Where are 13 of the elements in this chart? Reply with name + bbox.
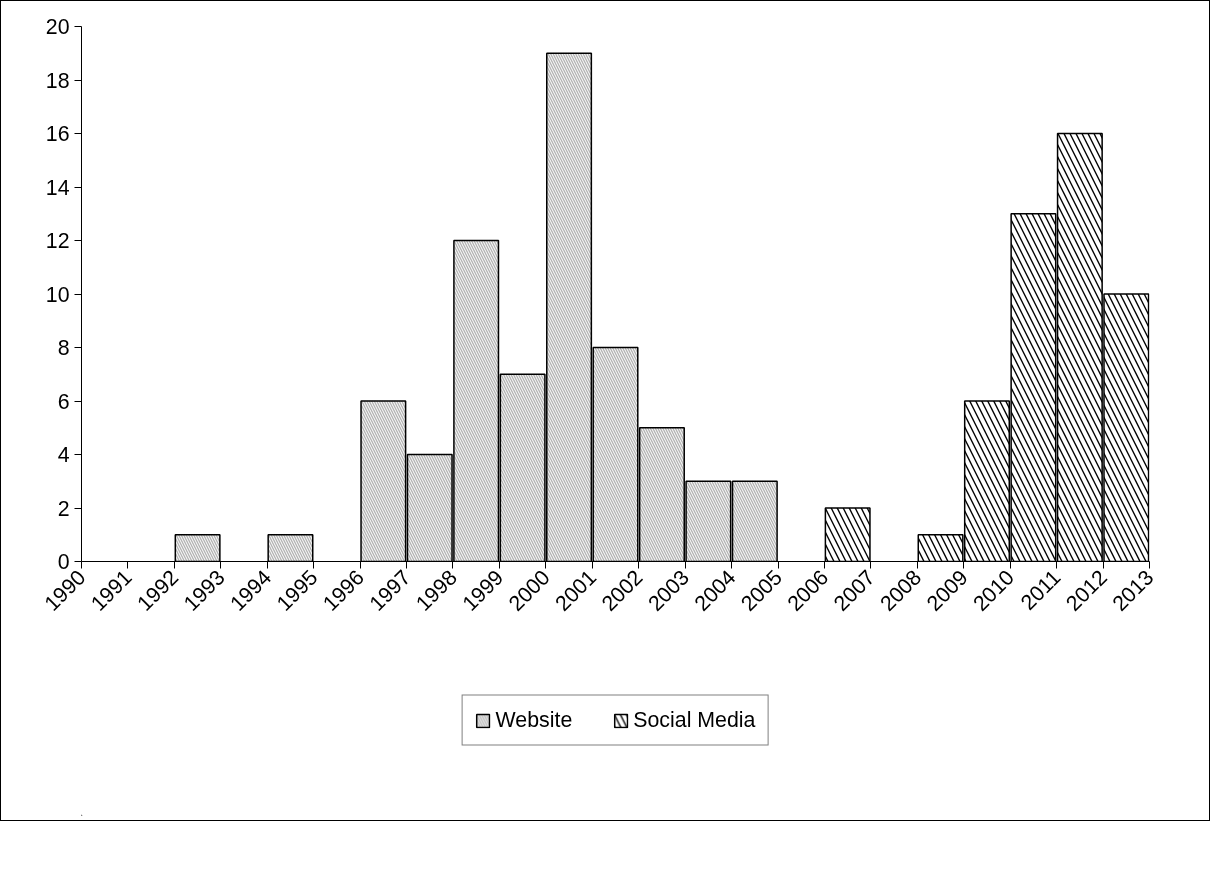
y-tick-label: 4 bbox=[57, 443, 70, 467]
legend-label: Website bbox=[495, 707, 573, 733]
y-tick-label: 6 bbox=[57, 389, 70, 414]
y-tick-label: 14 bbox=[45, 175, 70, 200]
y-tick-label: 18 bbox=[45, 68, 70, 93]
y-tick-label: 12 bbox=[45, 229, 70, 253]
y-tick-label: 10 bbox=[45, 282, 70, 307]
y-tick-label: 2 bbox=[57, 496, 70, 521]
y-tick-label: 16 bbox=[45, 122, 70, 146]
y-tick-label: 20 bbox=[45, 15, 70, 39]
y-tick-label: 0 bbox=[57, 550, 70, 574]
legend-label: Social Media bbox=[633, 707, 756, 733]
y-tick-label: 8 bbox=[57, 336, 70, 360]
